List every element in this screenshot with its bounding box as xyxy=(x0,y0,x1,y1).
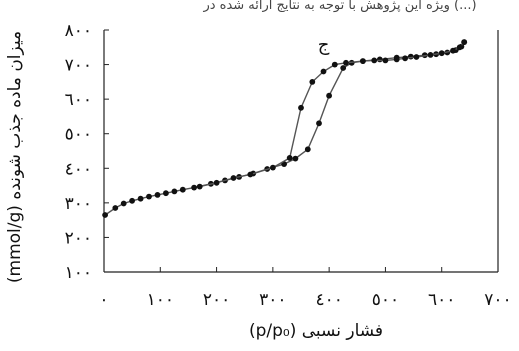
data-point xyxy=(146,193,152,200)
series-line-2 xyxy=(199,41,465,188)
data-point xyxy=(450,47,456,54)
data-point xyxy=(304,146,311,153)
data-point xyxy=(316,120,322,127)
data-point xyxy=(461,39,468,45)
series-layer xyxy=(102,39,468,218)
series-line-1 xyxy=(104,41,465,216)
data-point xyxy=(179,186,186,193)
data-point xyxy=(120,200,127,207)
data-point xyxy=(326,92,332,99)
data-point xyxy=(298,104,304,111)
y-tick-label: ٣٠٠ xyxy=(65,194,92,214)
y-tick-label: ٧٠٠ xyxy=(65,56,92,76)
data-point xyxy=(331,61,338,68)
data-point xyxy=(213,179,220,186)
y-tick-label: ٤٠٠ xyxy=(65,159,92,179)
data-point xyxy=(171,188,178,195)
y-axis-title: میزان ماده جذب شونده (mmol/g) xyxy=(5,31,25,283)
data-point xyxy=(407,53,414,60)
x-tick-label: ١٠٠ xyxy=(147,290,174,310)
caption-fragment: ویژه این پژوهش با توجه به نتایج ارائه شد… xyxy=(202,0,476,13)
x-tick-label: ٧٠٠ xyxy=(484,290,511,310)
data-point xyxy=(129,197,136,204)
y-tick-label: ٦٠٠ xyxy=(65,90,92,110)
data-point xyxy=(438,50,445,57)
data-point xyxy=(112,205,119,211)
x-tick-label: ٤٠٠ xyxy=(315,290,342,310)
y-ticks: ١٠٠ ٢٠٠ ٣٠٠ ٤٠٠ ٥٠٠ ٦٠٠ ٧٠٠ ٨٠٠ xyxy=(65,21,109,283)
y-tick-label: ٢٠٠ xyxy=(65,228,92,248)
x-axis-title: فشار نسبی (p/p₀) xyxy=(249,321,383,341)
y-tick-label: ٨٠٠ xyxy=(65,21,92,41)
y-tick-label: ٥٠٠ xyxy=(65,125,92,145)
data-point xyxy=(382,57,389,64)
x-tick-label: ٢٠٠ xyxy=(203,290,230,310)
y-tick-label: ١٠٠ xyxy=(65,263,92,283)
data-point xyxy=(393,56,400,63)
data-point xyxy=(163,190,169,197)
data-point xyxy=(456,44,463,51)
data-point xyxy=(102,212,108,218)
axes xyxy=(103,30,499,273)
x-tick-label: ٠ xyxy=(99,290,108,310)
data-point xyxy=(292,155,299,162)
data-point xyxy=(427,52,434,58)
data-point xyxy=(413,54,420,60)
data-point xyxy=(343,59,349,66)
data-point xyxy=(371,57,378,64)
x-tick-label: ٦٠٠ xyxy=(428,290,455,310)
data-point xyxy=(247,171,254,178)
data-point xyxy=(230,175,237,181)
x-tick-label: ٣٠٠ xyxy=(259,290,286,310)
data-point xyxy=(360,58,366,64)
data-point xyxy=(137,195,144,202)
data-point xyxy=(309,79,316,85)
data-point xyxy=(191,184,198,191)
x-tick-label: ٥٠٠ xyxy=(372,290,399,310)
x-ticks: ٠ ١٠٠ ٢٠٠ ٣٠٠ ٤٠٠ ٥٠٠ ٦٠٠ ٧٠٠ xyxy=(99,267,512,310)
data-point xyxy=(376,56,383,63)
annotation-label: ج xyxy=(318,35,330,56)
data-point xyxy=(402,55,408,62)
data-point xyxy=(320,68,327,75)
data-point xyxy=(286,155,293,161)
data-point xyxy=(270,164,276,171)
data-point xyxy=(196,183,203,190)
data-point xyxy=(340,65,347,71)
data-point xyxy=(154,192,161,198)
